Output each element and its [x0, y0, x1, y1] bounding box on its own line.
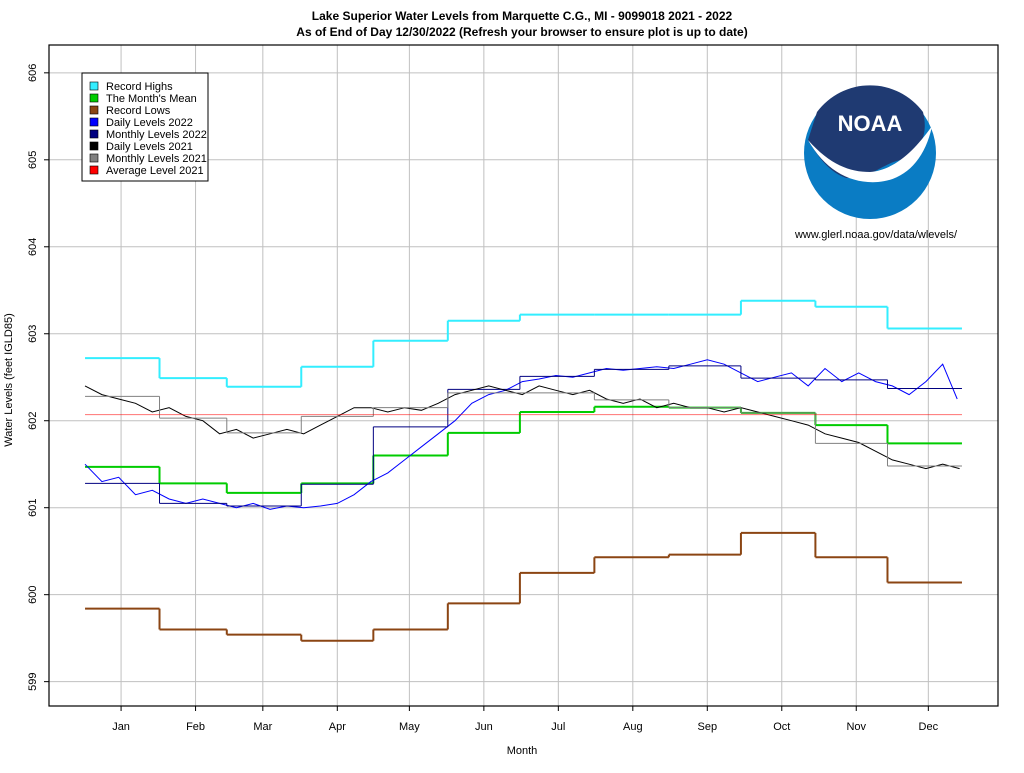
- x-tick-label: Aug: [623, 721, 643, 733]
- x-tick-label: Dec: [919, 721, 939, 733]
- chart-subtitle: As of End of Day 12/30/2022 (Refresh you…: [296, 25, 747, 39]
- legend-label: The Month's Mean: [106, 93, 197, 105]
- y-tick-label: 602: [27, 412, 39, 430]
- x-tick-label: Mar: [253, 721, 272, 733]
- x-tick-label: Jul: [551, 721, 565, 733]
- legend-label: Monthly Levels 2022: [106, 129, 207, 141]
- legend-swatch: [89, 93, 99, 103]
- x-axis-label: Month: [507, 745, 538, 757]
- logo-gull: [808, 126, 932, 183]
- legend-swatch: [89, 81, 99, 91]
- legend-swatch: [89, 153, 99, 163]
- x-tick-label: Feb: [186, 721, 205, 733]
- y-tick-label: 601: [27, 499, 39, 517]
- legend-swatch: [89, 105, 99, 115]
- logo-text: NOAA: [838, 111, 903, 136]
- y-axis-label: Water Levels (feet IGLD85): [3, 313, 15, 446]
- legend-label: Daily Levels 2021: [106, 141, 193, 153]
- x-tick-label: Apr: [329, 721, 346, 733]
- step-series: [85, 531, 962, 642]
- step-series: [85, 299, 962, 388]
- y-tick-label: 603: [27, 325, 39, 343]
- legend-label: Daily Levels 2022: [106, 117, 193, 129]
- legend-label: Record Highs: [106, 81, 173, 93]
- y-tick-label: 600: [27, 585, 39, 603]
- daily-line: [84, 385, 960, 470]
- noaa-logo: NOAA: [804, 85, 936, 219]
- plot-lines: [84, 299, 962, 642]
- step-series: [85, 405, 962, 494]
- logo-url: www.glerl.noaa.gov/data/wlevels/: [794, 229, 958, 241]
- x-tick-label: Jun: [475, 721, 493, 733]
- chart-title: Lake Superior Water Levels from Marquett…: [312, 9, 733, 23]
- step-series: [85, 392, 962, 467]
- legend-label: Record Lows: [106, 105, 171, 117]
- x-tick-label: Sep: [698, 721, 718, 733]
- legend-swatch: [89, 165, 99, 175]
- x-tick-label: Jan: [112, 721, 130, 733]
- y-tick-label: 605: [27, 151, 39, 169]
- x-tick-label: Nov: [846, 721, 866, 733]
- legend-label: Monthly Levels 2021: [106, 153, 207, 165]
- logo-top: [808, 85, 925, 178]
- legend-box: [81, 72, 209, 182]
- legend-swatch: [89, 117, 99, 127]
- x-tick-label: Oct: [773, 721, 790, 733]
- legend-label: Average Level 2021: [106, 165, 204, 177]
- y-tick-label: 599: [27, 672, 39, 690]
- y-tick-label: 606: [27, 64, 39, 82]
- legend-swatch: [89, 129, 99, 139]
- step-series: [85, 365, 962, 507]
- plot-frame: [48, 44, 999, 707]
- x-tick-label: May: [399, 721, 420, 733]
- legend-swatch: [89, 141, 99, 151]
- y-tick-label: 604: [27, 238, 39, 256]
